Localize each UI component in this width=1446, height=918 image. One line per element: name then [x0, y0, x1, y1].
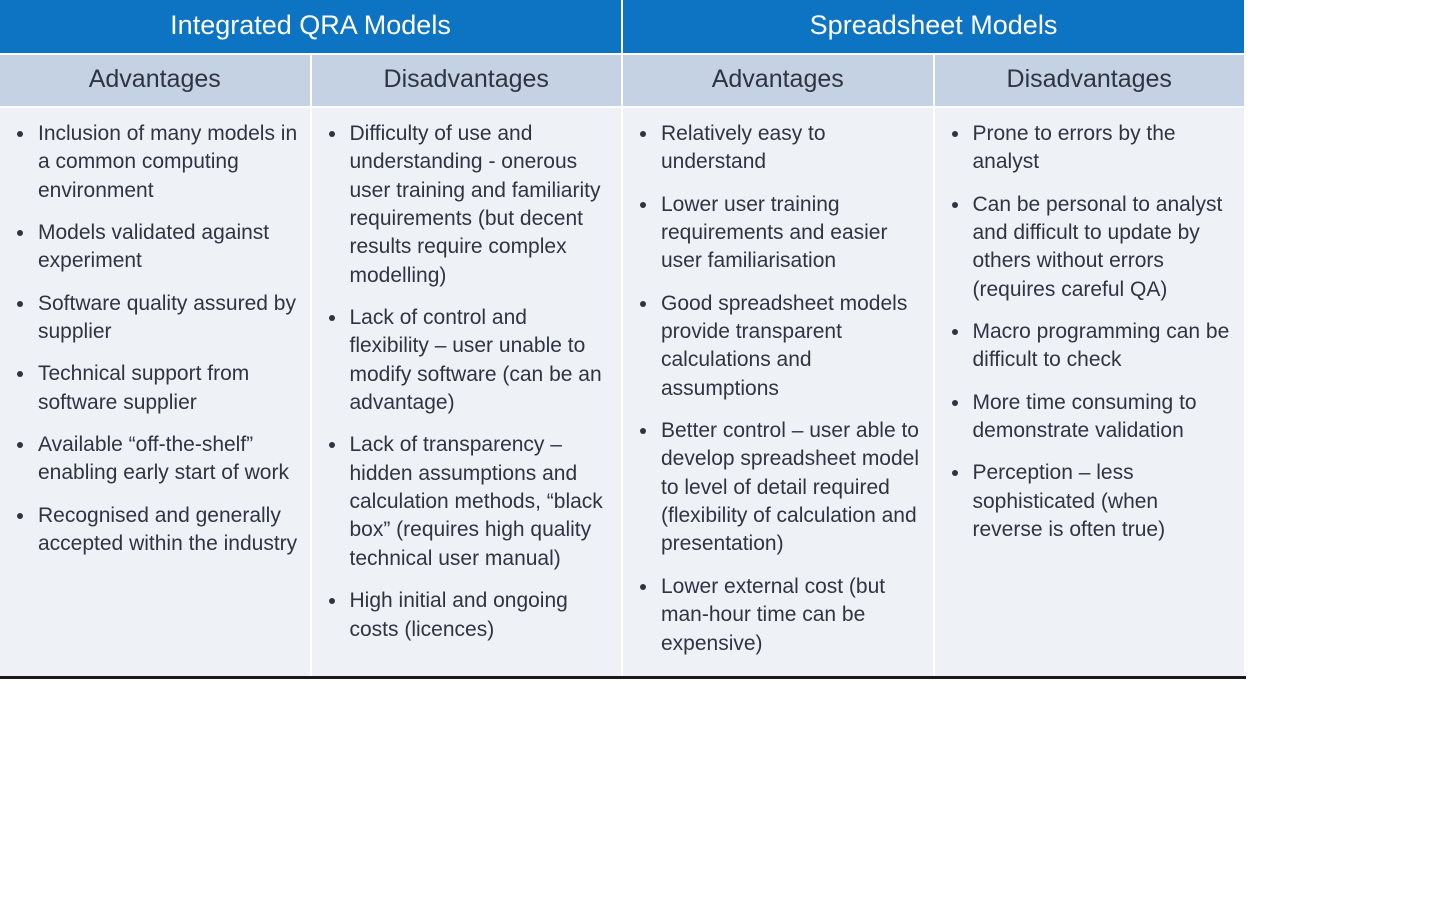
subheader-spreadsheet-disadvantages: Disadvantages — [935, 53, 1247, 106]
subheader-integrated-advantages: Advantages — [0, 53, 312, 106]
list-spreadsheet-advantages: Relatively easy to understand Lower user… — [635, 120, 921, 658]
subheader-integrated-disadvantages: Disadvantages — [312, 53, 624, 106]
list-item: Available “off-the-shelf” enabling early… — [36, 431, 298, 488]
list-item: High initial and ongoing costs (licences… — [348, 587, 610, 644]
list-item: Models validated against experiment — [36, 219, 298, 276]
list-item: Can be personal to analyst and difficult… — [971, 191, 1233, 304]
list-item: More time consuming to demonstrate valid… — [971, 389, 1233, 446]
list-item: Lack of control and flexibility – user u… — [348, 304, 610, 417]
list-item: Lower user training requirements and eas… — [659, 191, 921, 276]
top-header-integrated: Integrated QRA Models — [0, 0, 623, 53]
list-item: Software quality assured by supplier — [36, 290, 298, 347]
cell-integrated-advantages: Inclusion of many models in a common com… — [0, 106, 312, 676]
cell-spreadsheet-disadvantages: Prone to errors by the analyst Can be pe… — [935, 106, 1247, 676]
list-spreadsheet-disadvantages: Prone to errors by the analyst Can be pe… — [947, 120, 1233, 544]
list-item: Better control – user able to develop sp… — [659, 417, 921, 559]
cell-spreadsheet-advantages: Relatively easy to understand Lower user… — [623, 106, 935, 676]
list-item: Inclusion of many models in a common com… — [36, 120, 298, 205]
subheader-spreadsheet-advantages: Advantages — [623, 53, 935, 106]
list-item: Recognised and generally accepted within… — [36, 502, 298, 559]
list-item: Difficulty of use and understanding - on… — [348, 120, 610, 290]
list-integrated-advantages: Inclusion of many models in a common com… — [12, 120, 298, 558]
list-item: Lower external cost (but man-hour time c… — [659, 573, 921, 658]
list-item: Lack of transparency – hidden assumption… — [348, 431, 610, 573]
list-item: Prone to errors by the analyst — [971, 120, 1233, 177]
list-item: Perception – less sophisticated (when re… — [971, 459, 1233, 544]
comparison-table: Integrated QRA Models Spreadsheet Models… — [0, 0, 1246, 679]
list-integrated-disadvantages: Difficulty of use and understanding - on… — [324, 120, 610, 644]
list-item: Macro programming can be difficult to ch… — [971, 318, 1233, 375]
cell-integrated-disadvantages: Difficulty of use and understanding - on… — [312, 106, 624, 676]
list-item: Technical support from software supplier — [36, 360, 298, 417]
top-header-spreadsheet: Spreadsheet Models — [623, 0, 1246, 53]
list-item: Good spreadsheet models provide transpar… — [659, 290, 921, 403]
list-item: Relatively easy to understand — [659, 120, 921, 177]
